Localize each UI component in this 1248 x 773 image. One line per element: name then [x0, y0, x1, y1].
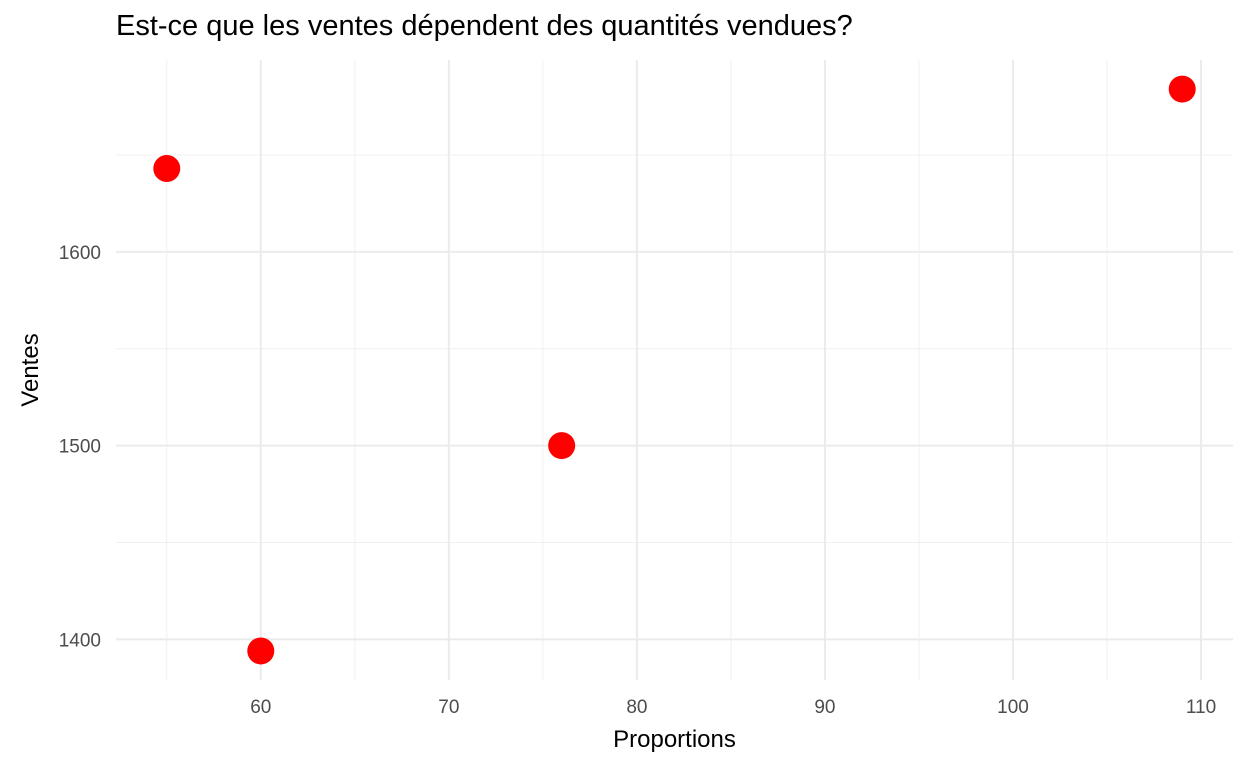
y-axis-title: Ventes — [17, 333, 44, 406]
major-gridlines — [116, 60, 1233, 680]
data-point — [548, 432, 576, 460]
data-points — [153, 75, 1196, 665]
x-tick-label: 60 — [250, 697, 271, 718]
y-tick-label: 1500 — [59, 437, 101, 458]
y-tick-label: 1400 — [59, 630, 101, 651]
x-tick-label: 70 — [438, 697, 459, 718]
x-tick-label: 80 — [626, 697, 647, 718]
y-tick-label: 1600 — [59, 243, 101, 264]
data-point — [247, 637, 275, 665]
data-point — [1168, 75, 1196, 103]
y-axis-ticks: 1400 1500 1600 — [59, 243, 101, 652]
x-axis-ticks: 60 70 80 90 100 110 — [250, 697, 1216, 718]
x-tick-label: 100 — [997, 697, 1029, 718]
chart-title: Est-ce que les ventes dépendent des quan… — [116, 10, 853, 42]
minor-gridlines — [116, 60, 1233, 680]
x-tick-label: 110 — [1186, 697, 1216, 718]
data-point — [153, 155, 181, 182]
x-tick-label: 90 — [814, 697, 835, 718]
x-axis-title: Proportions — [613, 726, 736, 753]
